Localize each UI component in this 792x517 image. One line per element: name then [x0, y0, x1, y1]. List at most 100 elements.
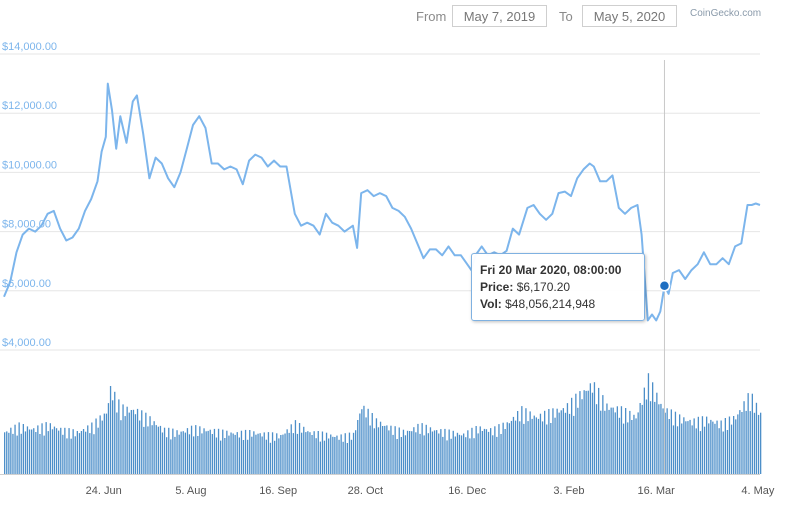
volume-bar	[313, 431, 315, 474]
volume-bar	[560, 410, 562, 474]
volume-bar	[726, 430, 729, 474]
volume-bar	[132, 409, 135, 474]
volume-bar	[130, 410, 132, 474]
volume-bar	[338, 439, 340, 474]
volume-bar	[149, 416, 151, 474]
volume-bar	[456, 432, 459, 474]
volume-bar	[363, 405, 365, 474]
volume-bar	[31, 429, 33, 474]
volume-bar	[610, 407, 612, 474]
volume-bar	[159, 425, 162, 474]
volume-bar	[436, 430, 438, 474]
volume-bar	[298, 423, 301, 474]
volume-bar	[616, 406, 618, 474]
volume-bar	[37, 425, 39, 474]
volume-bar	[112, 400, 114, 474]
volume-bar	[359, 413, 361, 474]
volume-bar	[413, 427, 415, 474]
volume-bar	[66, 438, 68, 474]
volume-bar	[232, 433, 234, 474]
volume-bar	[452, 430, 454, 474]
volume-bar	[485, 429, 488, 474]
tooltip-price-label: Price:	[480, 280, 514, 294]
volume-bar	[251, 436, 253, 474]
volume-bar	[693, 418, 695, 474]
volume-bar	[311, 435, 313, 474]
x-tick-label: 24. Jun	[86, 485, 122, 497]
volume-bar	[103, 413, 105, 474]
volume-bar	[639, 403, 641, 474]
volume-bar	[591, 392, 594, 474]
volume-bar	[417, 423, 419, 474]
volume-bar	[672, 425, 675, 474]
volume-bar	[637, 412, 639, 474]
volume-bar	[477, 433, 479, 474]
volume-bar	[625, 408, 627, 474]
volume-bar	[290, 424, 292, 474]
volume-bar	[155, 425, 157, 474]
y-axis-labels: $4,000.00 $6,000.00 $8,000.00 $10,000.00 $12…	[2, 41, 57, 349]
volume-bar	[654, 401, 656, 474]
volume-bar	[352, 432, 355, 474]
volume-bar	[215, 437, 218, 474]
volume-bar	[614, 412, 616, 474]
volume-bar	[660, 403, 662, 474]
volume-bar	[201, 433, 203, 474]
volume-bar	[510, 420, 513, 474]
volume-bar	[296, 433, 299, 474]
volume-bar	[120, 420, 122, 474]
volume-bar	[95, 418, 97, 474]
volume-bar	[205, 431, 207, 474]
volume-bar	[20, 433, 22, 474]
volume-bar	[647, 373, 650, 474]
volume-bar	[184, 432, 186, 474]
volume-bar	[423, 435, 425, 474]
volume-bar	[199, 426, 201, 474]
volume-bar	[47, 431, 49, 474]
volume-bar	[220, 440, 222, 474]
volume-bar	[350, 439, 353, 474]
volume-bar	[722, 431, 724, 474]
volume-bar	[330, 434, 332, 474]
volume-bar	[755, 402, 758, 474]
from-date-input[interactable]: May 7, 2019	[452, 5, 547, 27]
volume-bar	[348, 432, 351, 474]
volume-bar	[323, 440, 326, 474]
volume-bar	[622, 423, 625, 474]
volume-bar	[492, 435, 494, 474]
price-series-line	[3, 82, 761, 322]
volume-bar	[579, 391, 581, 474]
volume-bar	[72, 429, 74, 474]
volume-bar	[463, 433, 465, 474]
volume-bar	[539, 413, 542, 474]
volume-bar	[641, 404, 643, 474]
volume-bar	[284, 433, 286, 474]
volume-bar	[760, 412, 762, 474]
volume-bar	[473, 438, 475, 474]
volume-bar	[87, 425, 89, 474]
volume-bar	[627, 422, 629, 474]
volume-bar	[529, 411, 531, 474]
volume-bar	[749, 411, 751, 474]
volume-bar	[14, 424, 16, 474]
to-date-input[interactable]: May 5, 2020	[582, 5, 677, 27]
volume-bar	[620, 406, 623, 474]
y-tick-label: $12,000.00	[2, 100, 57, 112]
volume-bar	[670, 409, 672, 474]
volume-bar	[674, 411, 677, 474]
volume-bar	[153, 421, 155, 474]
volume-bar	[712, 421, 714, 474]
volume-bar	[172, 428, 174, 474]
volume-bar	[388, 430, 390, 474]
volume-bar	[373, 428, 375, 474]
volume-bar	[91, 422, 93, 474]
volume-bar	[325, 432, 328, 474]
volume-bar	[631, 420, 633, 474]
volume-bar	[236, 432, 238, 474]
volume-bar	[685, 421, 687, 474]
volume-bar	[421, 423, 423, 474]
volume-bar	[465, 437, 467, 474]
volume-bar	[496, 436, 498, 474]
volume-bar	[679, 414, 681, 474]
